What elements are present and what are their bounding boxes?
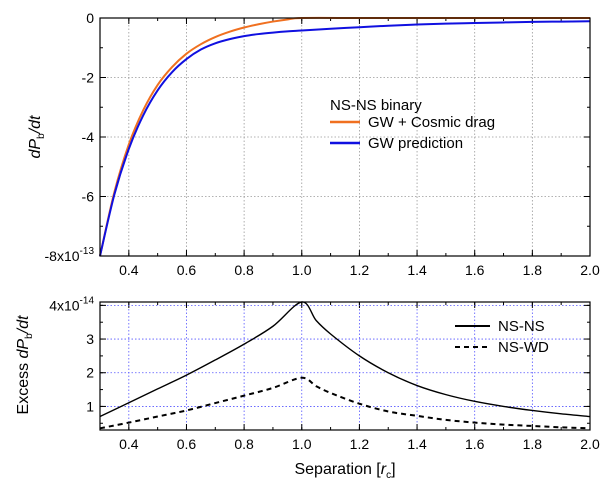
y-tick-label: 3 (86, 331, 94, 347)
x-tick-label: 0.6 (177, 262, 197, 278)
y-tick-label: -2 (82, 70, 95, 86)
x-tick-label: 2.0 (580, 436, 600, 452)
x-tick-label: 1.6 (465, 262, 485, 278)
x-tick-label: 1.4 (407, 262, 427, 278)
bottom-panel: 0.4 0.6 0.8 1.0 1.2 1.4 1.6 1.8 2.0 1 2 3 4x10-14 NS-… (15, 295, 600, 481)
top-panel: 0.4 0.6 0.8 1.0 1.2 1.4 1.6 1.8 2.0 0 -2 -4 -6 -8x10-… (27, 10, 600, 278)
x-tick-label: 1.8 (523, 262, 543, 278)
plot-frame (99, 301, 591, 431)
x-tick-label: 1.4 (407, 436, 427, 452)
x-tick-label: 1.0 (292, 262, 312, 278)
x-tick-label: 1.2 (350, 262, 370, 278)
y-tick-label: 0 (86, 10, 94, 26)
x-tick-label: 0.4 (119, 436, 139, 452)
y-tick-label: 2 (86, 365, 94, 381)
x-tick-label: 0.8 (234, 262, 254, 278)
series-line-gw-prediction (99, 20, 591, 257)
y-tick-label: 4x10-14 (49, 295, 94, 313)
legend-title: NS-NS binary (330, 97, 422, 114)
plot-frame (99, 17, 591, 257)
x-tick-label: 1.2 (350, 436, 370, 452)
x-axis-label: Separation [rc] (294, 461, 395, 481)
y-axis-label: dPb/dt (27, 115, 47, 158)
y-tick-label: -8x10-13 (45, 246, 95, 264)
y-axis-label: Excess dPb/dt (15, 315, 35, 415)
x-tick-label: 1.8 (523, 436, 543, 452)
legend-label: NS-WD (498, 339, 549, 356)
x-tick-label: 1.0 (292, 436, 312, 452)
x-tick-label: 1.6 (465, 436, 485, 452)
legend-label: NS-NS (498, 318, 545, 335)
y-tick-label: 1 (86, 398, 94, 414)
x-tick-label: 0.8 (234, 436, 254, 452)
series-line-ns-ns (99, 301, 591, 418)
legend-label: GW + Cosmic drag (368, 114, 495, 131)
x-tick-label: 0.6 (177, 436, 197, 452)
x-tick-label: 0.4 (119, 262, 139, 278)
legend-label: GW prediction (368, 135, 463, 152)
y-tick-label: -4 (82, 129, 95, 145)
x-tick-label: 2.0 (580, 262, 600, 278)
y-tick-label: -6 (82, 189, 95, 205)
series-line-ns-wd (99, 376, 591, 430)
